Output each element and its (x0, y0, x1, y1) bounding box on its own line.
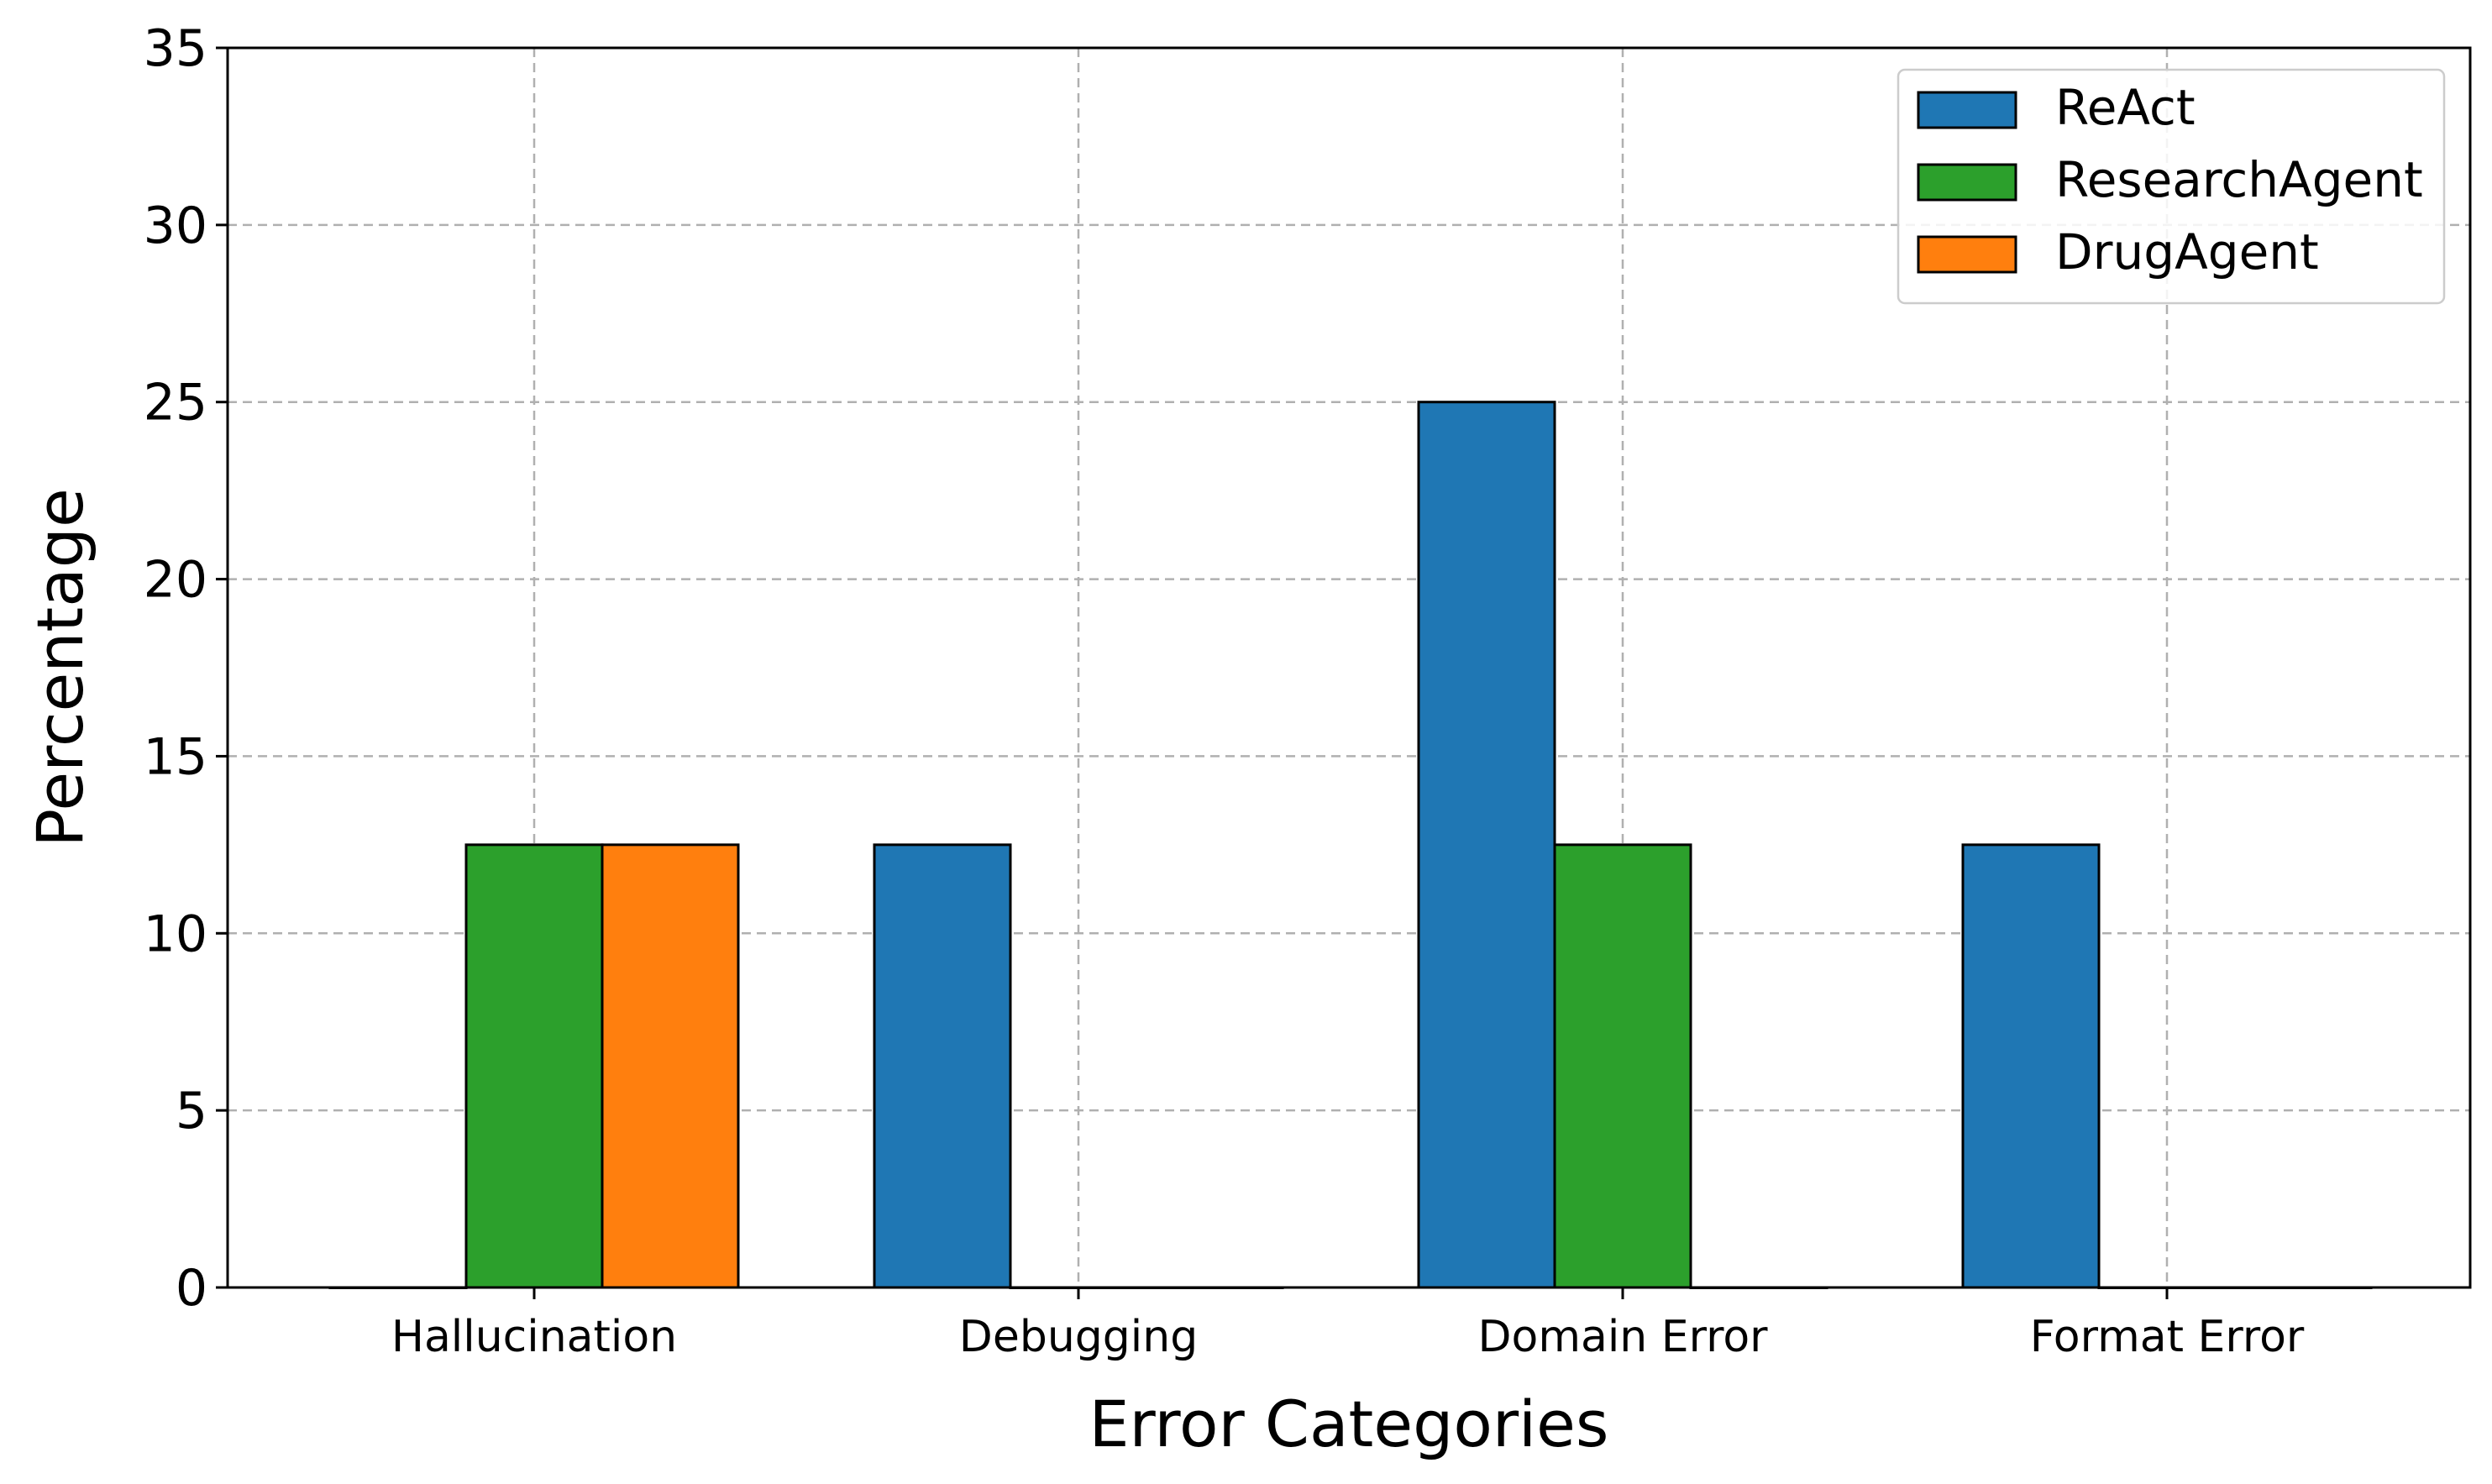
x-tick-label: Hallucination (391, 1312, 677, 1362)
y-tick-label: 15 (144, 727, 207, 786)
bar-react (873, 843, 1012, 1289)
bar-react (1417, 401, 1556, 1289)
y-tick-label: 30 (144, 197, 207, 255)
x-tick-label: Format Error (2030, 1312, 2305, 1362)
legend-label: DrugAgent (2055, 223, 2319, 281)
legend-label: ResearchAgent (2055, 151, 2423, 208)
bar-react (1961, 843, 2101, 1289)
y-tick-label: 0 (176, 1259, 207, 1318)
y-tick-label: 20 (144, 551, 207, 610)
x-tick-label: Debugging (959, 1312, 1198, 1362)
plot-frame (226, 46, 2472, 1289)
y-tick-label: 10 (144, 905, 207, 963)
bar-researchagent (464, 843, 604, 1289)
legend-swatch-drugagent (1917, 235, 2017, 274)
bar-drugagent (601, 843, 740, 1289)
legend-swatch-react (1917, 91, 2017, 129)
x-tick-label: Domain Error (1477, 1312, 1768, 1362)
legend: ReAct ResearchAgent DrugAgent (1897, 68, 2446, 305)
ticks-layer: 0 5 10 15 20 25 30 35 Hallucination Debugging Doma… (144, 19, 2305, 1362)
x-axis-title: Error Categories (1089, 1387, 1608, 1461)
legend-label: ReAct (2055, 79, 2196, 136)
bars-layer (328, 401, 2373, 1289)
y-tick-label: 25 (144, 374, 207, 433)
y-tick-label: 35 (144, 19, 207, 78)
y-axis-title: Percentage (23, 488, 97, 847)
legend-box (1897, 68, 2446, 305)
legend-swatch-researchagent (1917, 163, 2017, 202)
y-tick-label: 5 (176, 1082, 207, 1141)
bar-researchagent (1553, 843, 1692, 1289)
